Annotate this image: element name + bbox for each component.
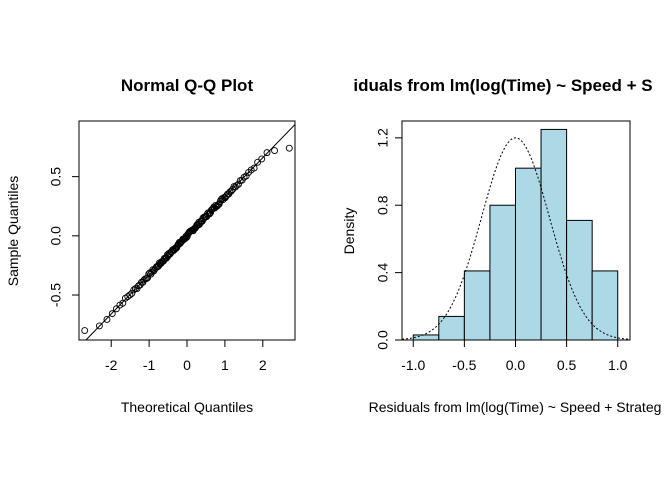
qq-point xyxy=(108,310,116,318)
qq-x-tick-label: 2 xyxy=(259,357,267,373)
hist-x-tick-label: 0.5 xyxy=(557,357,577,373)
qq-x-tick-label: -1 xyxy=(143,357,156,373)
qq-points-group xyxy=(81,144,293,334)
hist-y-tick-label: 1.2 xyxy=(375,128,391,148)
hist-x-tick-label: -0.5 xyxy=(452,357,476,373)
qq-plot-title: Normal Q-Q Plot xyxy=(121,76,254,95)
qq-point xyxy=(124,293,132,301)
qq-x-axis-label: Theoretical Quantiles xyxy=(121,399,253,415)
qq-y-axis-label: Sample Quantiles xyxy=(5,176,21,287)
qq-point xyxy=(95,322,103,330)
histogram-x-axis: -1.0 -0.5 0.0 0.5 1.0 xyxy=(401,340,628,373)
histogram-bar xyxy=(489,204,516,341)
histogram-panel: iduals from lm(log(Time) ~ Speed + S -1.… xyxy=(341,76,661,415)
histogram-y-axis: 0.0 0.4 0.8 1.2 xyxy=(375,128,402,350)
qq-point xyxy=(130,286,138,294)
qq-point xyxy=(221,194,229,202)
hist-y-tick-label: 0.0 xyxy=(375,330,391,350)
histogram-bar xyxy=(438,315,465,341)
qq-point xyxy=(258,155,266,163)
qq-point xyxy=(126,291,134,299)
qq-y-axis: -0.5 0.0 0.5 xyxy=(48,167,79,307)
qq-point xyxy=(112,305,120,313)
qq-point xyxy=(242,172,250,180)
qq-y-tick-label: 0.5 xyxy=(48,167,64,187)
hist-y-tick-label: 0.8 xyxy=(375,195,391,215)
histogram-bar xyxy=(566,219,593,341)
qq-point xyxy=(254,158,262,166)
qq-x-tick-label: -2 xyxy=(105,357,118,373)
density-curve xyxy=(401,137,631,340)
qq-point xyxy=(214,201,222,209)
hist-x-tick-label: 0.0 xyxy=(506,357,526,373)
qq-x-tick-label: 1 xyxy=(221,357,229,373)
histogram-title: iduals from lm(log(Time) ~ Speed + S xyxy=(353,76,652,95)
qq-y-tick-label: 0.0 xyxy=(48,226,64,246)
histogram-bar xyxy=(412,334,440,341)
histogram-bar xyxy=(463,270,491,341)
qq-point xyxy=(233,181,241,189)
qq-point xyxy=(103,316,111,323)
qq-point xyxy=(271,147,279,155)
qq-plot-panel: Normal Q-Q Plot -2 -1 0 1 2 -0.5 0.0 0.5 Theor… xyxy=(5,76,296,415)
qq-point xyxy=(263,149,271,157)
histogram-y-axis-label: Density xyxy=(341,208,357,255)
qq-point xyxy=(128,289,136,297)
hist-y-tick-label: 0.4 xyxy=(375,263,391,283)
hist-x-tick-label: 1.0 xyxy=(608,357,628,373)
histogram-x-axis-label: Residuals from lm(log(Time) ~ Speed + St… xyxy=(369,399,662,415)
histogram-bars xyxy=(412,128,619,341)
qq-x-axis: -2 -1 0 1 2 xyxy=(105,340,267,373)
qq-point xyxy=(285,144,293,152)
histogram-bar xyxy=(514,167,542,341)
qq-point xyxy=(235,180,243,188)
qq-reference-line xyxy=(85,124,296,341)
qq-x-tick-label: 0 xyxy=(183,357,191,373)
qq-y-tick-label: -0.5 xyxy=(48,283,64,307)
qq-point xyxy=(222,192,230,200)
qq-point xyxy=(250,164,258,172)
histogram-bar xyxy=(591,270,619,341)
hist-x-tick-label: -1.0 xyxy=(401,357,425,373)
qq-point xyxy=(81,327,89,334)
qq-point xyxy=(210,203,218,211)
